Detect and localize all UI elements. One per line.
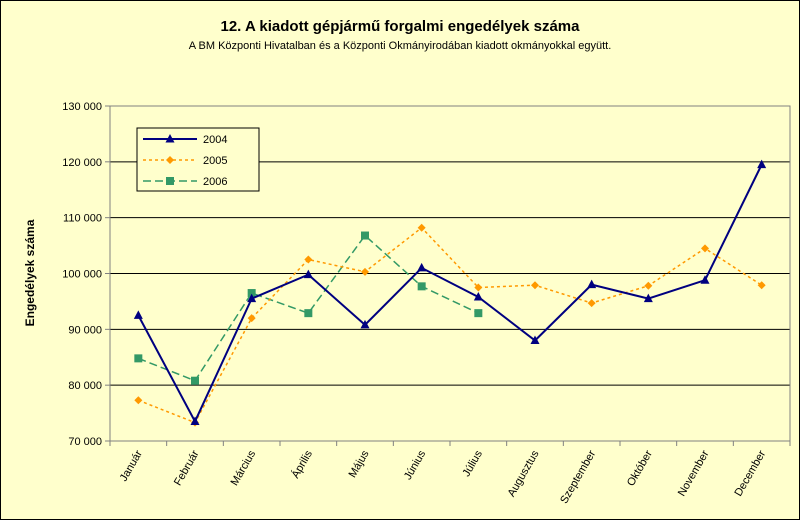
series-line xyxy=(138,226,763,424)
data-point-square xyxy=(417,282,426,291)
data-point-triangle xyxy=(700,275,710,284)
x-tick-label: Október xyxy=(625,448,655,488)
y-tick-label: 100 000 xyxy=(62,269,102,281)
y-tick-label: 110 000 xyxy=(63,213,102,225)
y-axis-label: Engedélyek száma xyxy=(23,219,37,326)
y-tick-label: 90 000 xyxy=(68,324,102,336)
x-tick-label: November xyxy=(676,448,712,498)
chart-title: 12. A kiadott gépjármű forgalmi engedély… xyxy=(220,18,580,35)
y-tick-label: 130 000 xyxy=(62,101,102,113)
data-point-square xyxy=(166,177,174,185)
x-tick-label: Május xyxy=(347,448,372,480)
data-point-triangle xyxy=(757,159,767,169)
data-point-diamond xyxy=(474,283,483,292)
data-point-diamond xyxy=(247,314,256,323)
data-point-square xyxy=(304,309,313,318)
data-point-diamond xyxy=(361,267,369,276)
x-tick-label: Június xyxy=(402,448,429,482)
data-point-diamond xyxy=(701,244,709,253)
data-point-triangle xyxy=(417,262,427,272)
data-point-triangle xyxy=(360,319,370,329)
series-2004 xyxy=(133,159,767,425)
y-tick-label: 70 000 xyxy=(68,436,102,448)
data-point-square xyxy=(191,376,199,385)
x-axis-ticks: Január Február Március Április Május Június Jú… xyxy=(109,441,791,506)
data-point-triangle xyxy=(530,335,540,344)
data-point-triangle xyxy=(643,293,653,303)
data-point-square xyxy=(474,309,483,318)
data-point-triangle xyxy=(303,269,313,279)
x-tick-label: Február xyxy=(172,448,202,488)
x-tick-label: Július xyxy=(460,448,485,479)
series-line xyxy=(137,164,763,424)
data-point-triangle xyxy=(190,416,200,425)
series-group xyxy=(133,159,767,427)
x-tick-label: Április xyxy=(289,448,315,481)
x-tick-label: Szeptember xyxy=(558,448,598,506)
data-point-diamond xyxy=(166,156,174,164)
data-point-triangle xyxy=(247,293,257,303)
data-point-diamond xyxy=(757,281,766,290)
x-tick-label: December xyxy=(732,448,768,498)
data-point-diamond xyxy=(531,281,539,290)
x-tick-label: Augusztus xyxy=(506,448,542,499)
data-point-triangle xyxy=(133,310,143,319)
series-2006 xyxy=(134,231,483,385)
data-point-triangle xyxy=(165,134,175,143)
x-tick-label: Március xyxy=(229,448,259,488)
x-tick-label: Január xyxy=(118,448,145,483)
series-2005 xyxy=(134,223,766,427)
data-point-triangle xyxy=(473,291,483,301)
data-point-triangle xyxy=(587,279,597,289)
legend: 2004 2005 2006 xyxy=(136,127,260,192)
y-axis-ticks: 130 000 120 000 110 000 100 000 90 000 80 000… xyxy=(62,101,110,448)
data-point-diamond xyxy=(134,396,143,405)
legend-label: 2004 xyxy=(203,134,227,146)
data-point-diamond xyxy=(644,281,653,290)
data-point-square xyxy=(247,289,256,298)
chart-subtitle: A BM Központi Hivatalban és a Központi O… xyxy=(188,40,612,52)
data-point-square xyxy=(134,354,143,363)
data-point-diamond xyxy=(587,299,596,308)
legend-label: 2006 xyxy=(203,176,227,188)
legend-label: 2005 xyxy=(203,155,227,167)
data-point-square xyxy=(361,231,369,240)
y-tick-label: 80 000 xyxy=(68,380,102,392)
y-tick-label: 120 000 xyxy=(62,157,102,169)
data-point-diamond xyxy=(417,223,426,232)
data-point-diamond xyxy=(304,255,313,264)
